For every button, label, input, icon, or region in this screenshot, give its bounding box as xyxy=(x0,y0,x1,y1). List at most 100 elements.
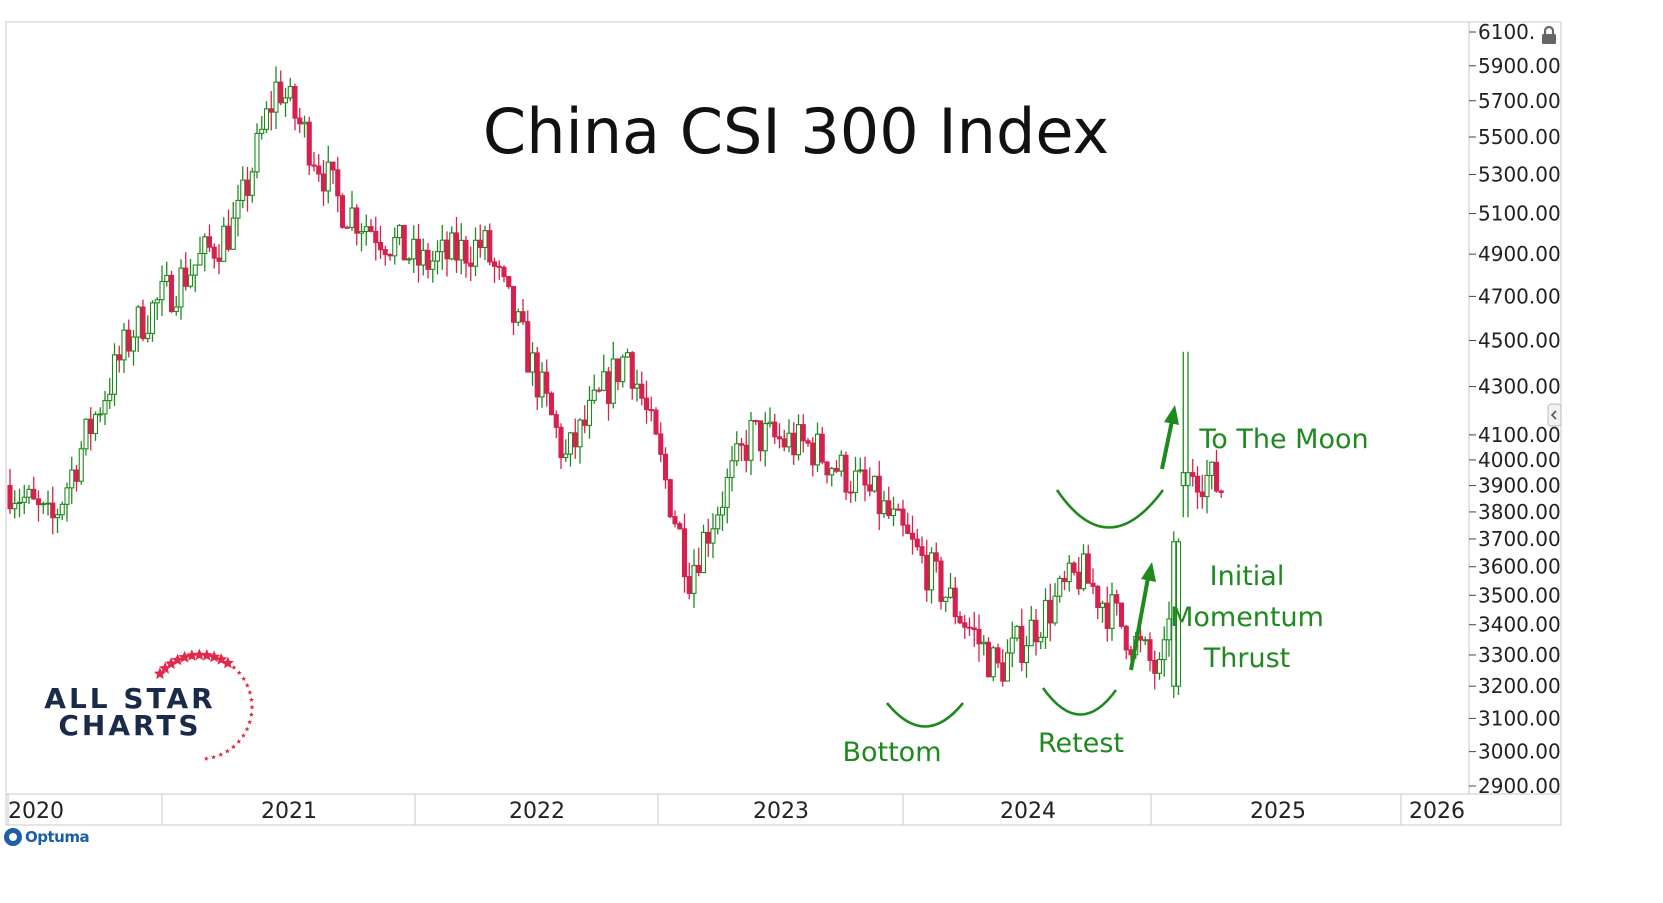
candle xyxy=(772,413,778,444)
candle xyxy=(54,508,61,534)
x-tick-label: 2023 xyxy=(753,799,809,824)
candle xyxy=(743,429,749,473)
chevron-left-icon[interactable] xyxy=(1547,403,1562,427)
candle xyxy=(1042,588,1049,649)
y-tick-label: 4900.00 xyxy=(1478,242,1561,266)
candle xyxy=(1190,458,1196,487)
candle xyxy=(396,224,403,246)
candle xyxy=(468,246,474,281)
candle xyxy=(59,501,65,521)
candle xyxy=(748,412,754,475)
candle xyxy=(145,315,151,343)
logo-star xyxy=(218,752,224,757)
candle xyxy=(786,419,792,453)
candle xyxy=(672,510,678,528)
candle xyxy=(330,161,336,184)
candle xyxy=(881,490,887,518)
candle xyxy=(724,468,730,524)
candle xyxy=(282,87,289,117)
candle xyxy=(306,116,312,175)
logo-star xyxy=(248,712,254,717)
candle xyxy=(662,447,669,489)
candle xyxy=(520,299,526,325)
candle xyxy=(12,490,18,519)
candle xyxy=(529,342,536,386)
candle xyxy=(301,115,308,138)
candle xyxy=(149,300,156,342)
candle xyxy=(244,166,251,212)
candle xyxy=(867,467,873,497)
candle xyxy=(862,456,868,502)
candle xyxy=(240,166,246,209)
candle xyxy=(1014,625,1020,642)
candle xyxy=(16,488,23,518)
bottom-arc xyxy=(885,702,965,728)
candle xyxy=(1114,589,1120,616)
candle xyxy=(890,496,897,527)
candle xyxy=(586,386,593,439)
candle xyxy=(187,258,194,289)
candle xyxy=(658,422,664,463)
lock-icon[interactable] xyxy=(1542,25,1556,44)
candle xyxy=(1218,489,1224,498)
logo-star xyxy=(247,719,253,725)
candle xyxy=(648,396,654,422)
candle xyxy=(377,225,384,259)
candle xyxy=(154,297,160,320)
logo-star xyxy=(221,656,234,669)
y-tick-label: 3400.00 xyxy=(1478,613,1561,637)
candle xyxy=(914,528,920,551)
y-tick-label: 4000.00 xyxy=(1478,448,1561,472)
candle xyxy=(320,159,327,207)
candle xyxy=(216,244,222,275)
candle xyxy=(971,611,977,647)
candle xyxy=(1099,600,1106,623)
candle xyxy=(596,387,602,393)
candle xyxy=(387,253,393,261)
candle xyxy=(197,236,203,266)
y-tick-label: 5900.00 xyxy=(1478,54,1561,78)
candle xyxy=(909,515,916,555)
thrust-label-line1: Initial xyxy=(1210,561,1285,592)
candle xyxy=(1023,636,1030,678)
candle xyxy=(392,227,398,265)
thrust-label-line2: Momentum xyxy=(1170,602,1324,633)
candle xyxy=(164,261,170,287)
logo-star xyxy=(249,697,254,702)
candle xyxy=(7,468,13,514)
candle xyxy=(83,418,89,456)
thrust-label-line3: Thrust xyxy=(1203,643,1290,674)
chart-title: China CSI 300 Index xyxy=(483,95,1109,168)
candle xyxy=(582,405,588,434)
moon-arc xyxy=(1055,489,1165,529)
optuma-brand: Optuma xyxy=(4,826,90,848)
candle xyxy=(905,512,911,535)
candle xyxy=(1147,632,1153,672)
y-tick-label: 5100.00 xyxy=(1478,202,1561,226)
logo-star xyxy=(231,665,237,670)
candle xyxy=(1004,639,1011,682)
logo-line1: ALL STAR xyxy=(44,682,215,715)
candle xyxy=(938,556,944,610)
candle xyxy=(192,264,198,292)
candle xyxy=(230,201,236,250)
candle xyxy=(40,501,46,514)
logo-star xyxy=(193,648,206,661)
y-tick-label: 3500.00 xyxy=(1478,583,1561,607)
candle xyxy=(382,245,388,266)
candle xyxy=(800,414,806,453)
candle xyxy=(221,217,227,262)
retest-arc xyxy=(1041,687,1118,716)
candle xyxy=(273,66,279,130)
candle xyxy=(202,233,208,272)
candle xyxy=(102,390,108,426)
candle xyxy=(373,216,379,261)
candle xyxy=(757,420,764,462)
y-tick-label: 3600.00 xyxy=(1478,555,1561,579)
candle xyxy=(64,482,70,522)
candle xyxy=(349,190,355,231)
candle xyxy=(491,257,498,283)
candle xyxy=(952,577,958,625)
candle xyxy=(183,252,189,291)
candle xyxy=(591,374,597,404)
